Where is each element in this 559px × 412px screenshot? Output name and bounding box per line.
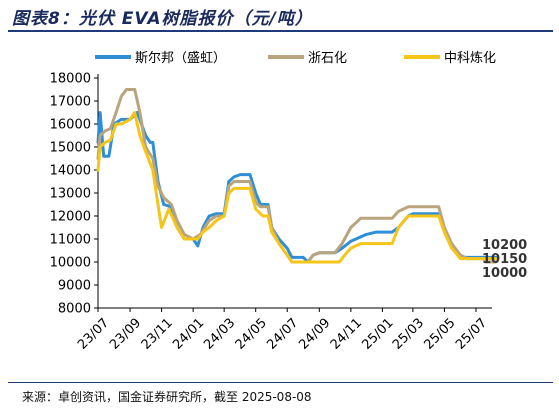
x-tick-label: 24/05 xyxy=(233,316,270,353)
title-rule xyxy=(8,30,553,32)
footer-rule xyxy=(8,382,553,383)
y-tick-label: 14000 xyxy=(50,164,91,179)
x-tick-label: 24/07 xyxy=(264,316,301,353)
x-tick-label: 25/07 xyxy=(453,316,490,353)
source-note: 来源：卓创资讯，国金证券研究所，截至 2025-08-08 xyxy=(22,390,312,404)
x-tick-label: 24/09 xyxy=(296,316,333,353)
y-tick-label: 10000 xyxy=(50,256,91,271)
y-tick-label: 17000 xyxy=(50,95,91,110)
legend-label-1: 斯尔邦（盛虹） xyxy=(135,51,226,66)
series-line-3 xyxy=(96,111,498,264)
y-tick-label: 15000 xyxy=(50,141,91,156)
x-tick-label: 23/11 xyxy=(139,316,176,353)
legend-label-3: 中科炼化 xyxy=(444,51,496,66)
end-value-label: 10200 xyxy=(482,238,527,253)
x-tick-label: 25/03 xyxy=(390,316,427,353)
end-value-label: 10150 xyxy=(482,252,527,267)
x-tick-label: 23/09 xyxy=(107,316,144,353)
y-tick-label: 16000 xyxy=(50,118,91,133)
y-tick-label: 9000 xyxy=(58,279,91,294)
x-tick-label: 24/01 xyxy=(170,316,207,353)
legend-label-2: 浙石化 xyxy=(308,51,347,66)
y-tick-label: 11000 xyxy=(50,233,91,248)
y-tick-label: 13000 xyxy=(50,187,91,202)
y-tick-label: 18000 xyxy=(50,72,91,87)
y-tick-label: 12000 xyxy=(50,210,91,225)
y-tick-label: 8000 xyxy=(58,302,91,317)
x-tick-label: 23/07 xyxy=(75,316,112,353)
x-tick-label: 25/01 xyxy=(359,316,396,353)
x-tick-label: 24/11 xyxy=(328,316,365,353)
x-tick-label: 25/05 xyxy=(422,316,459,353)
x-tick-label: 24/03 xyxy=(201,316,238,353)
series-line-2 xyxy=(96,88,498,264)
chart-title: 图表8：光伏 EVA树脂报价（元/吨） xyxy=(12,9,313,29)
eva-price-chart: 8000 9000 10000 11000 12000 13000 14000 15000 16… xyxy=(50,51,528,353)
end-value-label: 10000 xyxy=(482,266,527,281)
